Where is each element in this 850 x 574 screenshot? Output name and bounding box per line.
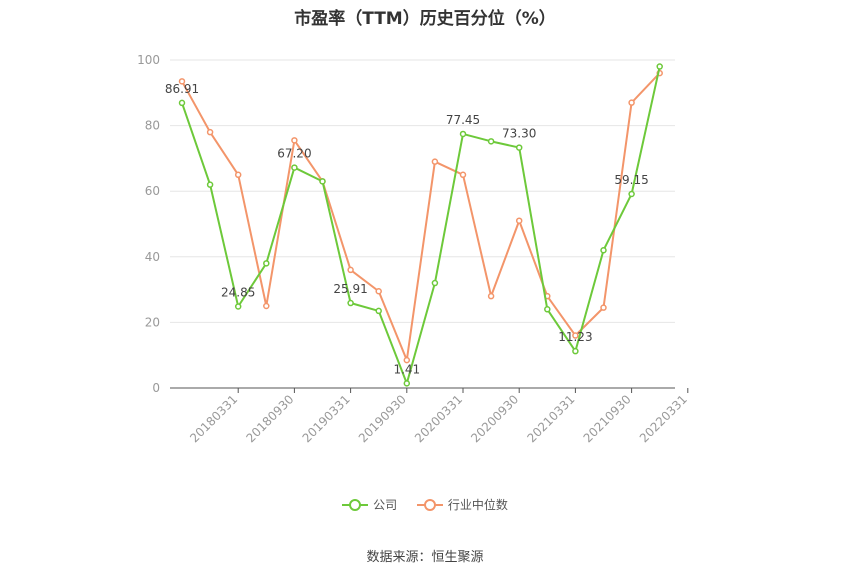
series-0-point-13 — [544, 306, 551, 313]
series-0-point-14 — [572, 347, 579, 355]
series-1-point-6 — [347, 266, 354, 274]
x-tick-label-20200331: 20200331 — [412, 392, 465, 445]
series-1-point-12 — [515, 217, 523, 224]
series-1-point-15 — [600, 304, 607, 311]
legend-item-company[interactable]: 公司 — [342, 496, 397, 513]
data-label-0: 86.91 — [165, 82, 199, 96]
data-label-4: 67.20 — [277, 147, 311, 161]
y-tick-label-100: 100 — [137, 53, 160, 67]
series-1-point-2 — [234, 171, 242, 179]
data-label-6: 25.91 — [333, 282, 367, 296]
series-1-point-14 — [572, 332, 579, 339]
x-tick-label-20180331: 20180331 — [187, 392, 240, 445]
data-labels: 86.91 24.85 67.20 25.91 1.41 77.45 73.30 11.23 5… — [165, 82, 649, 376]
series-0-point-15 — [600, 246, 607, 254]
legend-swatch-industry-median — [416, 498, 443, 512]
y-tick-label-40: 40 — [145, 250, 160, 264]
series-0-point-5 — [319, 178, 326, 185]
series-1-point-7 — [375, 287, 382, 295]
data-label-10: 77.45 — [446, 113, 480, 127]
series-1-point-9 — [431, 158, 439, 165]
series-0-point-9 — [431, 279, 439, 287]
data-source: 数据来源：恒生聚源 — [366, 550, 484, 565]
x-tick-label-20200930: 20200930 — [468, 392, 521, 445]
x-tick-label-20190331: 20190331 — [300, 392, 353, 445]
series-1-point-3 — [263, 302, 270, 310]
x-tick-label-20180930: 20180930 — [243, 392, 296, 445]
series-1-point-16 — [628, 99, 635, 106]
chart-title: 市盈率（TTM）历史百分位（%） — [294, 9, 556, 29]
series-1-point-4 — [291, 137, 298, 144]
series-0-point-17 — [656, 63, 663, 70]
series-0-point-0 — [178, 99, 186, 107]
y-tick-label-0: 0 — [152, 381, 160, 395]
legend: 公司 行业中位数 — [0, 496, 850, 515]
legend-swatch-company — [342, 498, 369, 512]
x-tick-label-20190930: 20190930 — [356, 392, 409, 445]
series-line-0 — [181, 66, 661, 385]
legend-label-company: 公司 — [373, 498, 398, 512]
series-lines — [178, 63, 663, 387]
data-label-14: 11.23 — [558, 330, 592, 344]
series-0-point-6 — [347, 299, 354, 307]
series-1-point-10 — [459, 171, 467, 179]
x-tick-label-20210331: 20210331 — [524, 392, 577, 445]
data-label-12: 73.30 — [502, 127, 536, 141]
x-tick-label-20210930: 20210930 — [581, 392, 634, 445]
series-0-point-10 — [459, 130, 467, 138]
x-tick-label-20220331: 20220331 — [637, 392, 690, 445]
data-label-16: 59.15 — [614, 173, 648, 187]
series-line-1 — [181, 72, 661, 362]
legend-label-industry-median: 行业中位数 — [447, 498, 508, 512]
series-0-point-8 — [403, 380, 411, 387]
axes: 0 20 40 60 80 100 20180331 20180930 20190331 2019… — [137, 53, 690, 445]
series-0-point-16 — [628, 190, 635, 198]
data-label-8: 1.41 — [393, 362, 420, 376]
series-1-point-11 — [487, 292, 495, 300]
series-1-point-0 — [178, 78, 186, 85]
series-0-point-3 — [263, 260, 270, 267]
series-0-point-12 — [515, 144, 523, 151]
series-0-point-2 — [234, 303, 242, 310]
series-0-point-1 — [206, 181, 214, 188]
data-label-2: 24.85 — [221, 285, 255, 299]
series-0-point-11 — [487, 138, 495, 145]
grid-lines — [170, 59, 675, 323]
legend-item-industry-median[interactable]: 行业中位数 — [416, 496, 508, 513]
series-0-point-4 — [291, 164, 298, 171]
series-1-point-1 — [206, 128, 214, 136]
series-0-point-7 — [375, 307, 382, 315]
series-1-point-8 — [403, 356, 411, 364]
y-tick-label-80: 80 — [145, 119, 160, 133]
y-tick-label-20: 20 — [145, 315, 160, 329]
y-tick-label-60: 60 — [145, 184, 160, 198]
